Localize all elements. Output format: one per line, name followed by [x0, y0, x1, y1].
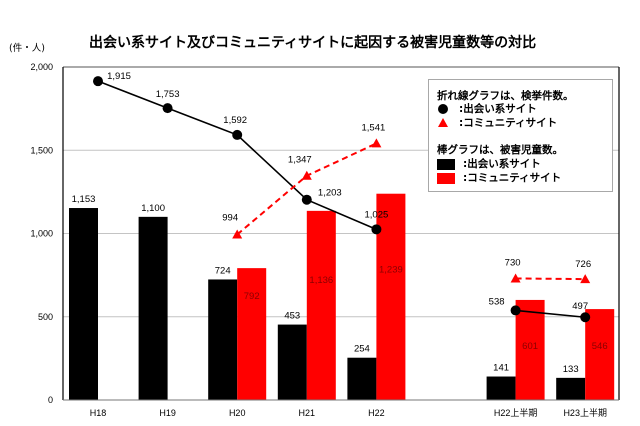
- line-point-deai: [371, 224, 382, 235]
- line-value-label-deai: 538: [489, 296, 505, 307]
- line-value-label-deai: 1,025: [365, 209, 389, 220]
- line-point-deai: [510, 305, 521, 316]
- bar-deai-H20: [208, 279, 238, 400]
- line-point-community: [580, 274, 591, 284]
- line-point-community: [510, 273, 521, 283]
- black-square-swatch-icon: [437, 159, 455, 170]
- line-value-label-community: 1,541: [362, 122, 386, 133]
- line-value-label-deai: 1,203: [318, 188, 342, 199]
- bar-value-label-deai: 453: [284, 311, 300, 322]
- x-tick-label: H19: [159, 408, 176, 418]
- bar-value-label-community: 1,136: [309, 275, 333, 286]
- bar-value-label-community: 601: [522, 341, 538, 352]
- x-tick-label: H20: [229, 408, 246, 418]
- x-tick-label: H18: [90, 408, 107, 418]
- bar-deai-H19: [138, 216, 168, 400]
- line-point-community: [232, 229, 243, 239]
- bar-value-label-deai: 141: [493, 363, 509, 374]
- line-point-deai: [580, 312, 591, 323]
- triangle-marker-icon: [438, 118, 448, 127]
- legend: 折れ線グラフは、検挙件数。 :出会い系サイト :コミュニティサイト 棒グラフは、…: [428, 79, 613, 192]
- bar-deai-H21: [277, 324, 307, 400]
- x-tick-label: H21: [299, 408, 316, 418]
- bar-deai-H22: [347, 357, 377, 400]
- line-deai-arrests: [515, 309, 586, 319]
- line-point-community: [301, 170, 312, 180]
- line-point-deai: [93, 76, 103, 87]
- bar-value-label-deai: 1,100: [141, 203, 165, 214]
- legend-bar-item-deai: :出会い系サイト: [463, 158, 541, 170]
- line-point-community: [371, 138, 382, 148]
- x-tick-label: H23上半期: [563, 407, 607, 418]
- red-square-swatch-icon: [437, 173, 455, 184]
- bar-community-H21: [306, 210, 336, 400]
- legend-line-heading: 折れ線グラフは、検挙件数。: [437, 90, 574, 102]
- line-value-label-deai: 497: [572, 301, 588, 312]
- bar-community-H22上半期: [515, 299, 545, 400]
- bar-community-H22: [376, 193, 406, 400]
- x-tick-label: H22上半期: [494, 407, 538, 418]
- y-axis-unit-label: (件・人): [9, 43, 45, 54]
- line-value-label-community: 1,347: [288, 155, 312, 166]
- bar-community-H23上半期: [585, 309, 615, 400]
- bar-value-label-deai: 1,153: [72, 194, 96, 205]
- bar-value-label-deai: 254: [354, 344, 370, 355]
- bar-deai-H22上半期: [486, 376, 516, 400]
- legend-line-item-deai: :出会い系サイト: [459, 103, 537, 115]
- line-deai-arrests: [97, 80, 377, 231]
- y-tick-label: 1,000: [30, 229, 53, 239]
- y-tick-label: 500: [38, 312, 53, 322]
- chart-title: 出会い系サイト及びコミュニティサイトに起因する被害児童数等の対比: [89, 35, 537, 51]
- line-point-deai: [232, 129, 243, 140]
- y-tick-label: 2,000: [30, 62, 53, 72]
- line-value-label-deai: 1,915: [107, 71, 131, 82]
- bar-deai-H18: [69, 208, 98, 400]
- bar-value-label-deai: 133: [563, 364, 579, 375]
- line-point-deai: [301, 194, 312, 205]
- legend-line-item-community: :コミュニティサイト: [459, 117, 558, 129]
- circle-marker-icon: [438, 104, 448, 114]
- legend-bar-item-community: :コミュニティサイト: [463, 172, 562, 184]
- line-community-arrests: [515, 277, 586, 281]
- y-tick-label: 0: [48, 395, 53, 405]
- bar-community-H20: [237, 268, 267, 400]
- x-tick-label: H22: [368, 408, 385, 418]
- line-point-deai: [162, 103, 173, 114]
- legend-bar-heading: 棒グラフは、被害児童数。: [437, 144, 563, 156]
- bar-value-label-community: 546: [592, 341, 608, 352]
- line-value-label-community: 994: [222, 212, 238, 223]
- bar-deai-H23上半期: [556, 377, 586, 400]
- line-value-label-community: 726: [575, 259, 591, 270]
- line-value-label-deai: 1,592: [223, 115, 247, 126]
- bar-value-label-deai: 724: [215, 265, 231, 276]
- y-tick-label: 1,500: [30, 145, 53, 155]
- bar-value-label-community: 792: [244, 291, 260, 302]
- bar-value-label-community: 1,239: [379, 265, 403, 276]
- line-value-label-deai: 1,753: [156, 89, 180, 100]
- line-value-label-community: 730: [505, 257, 521, 268]
